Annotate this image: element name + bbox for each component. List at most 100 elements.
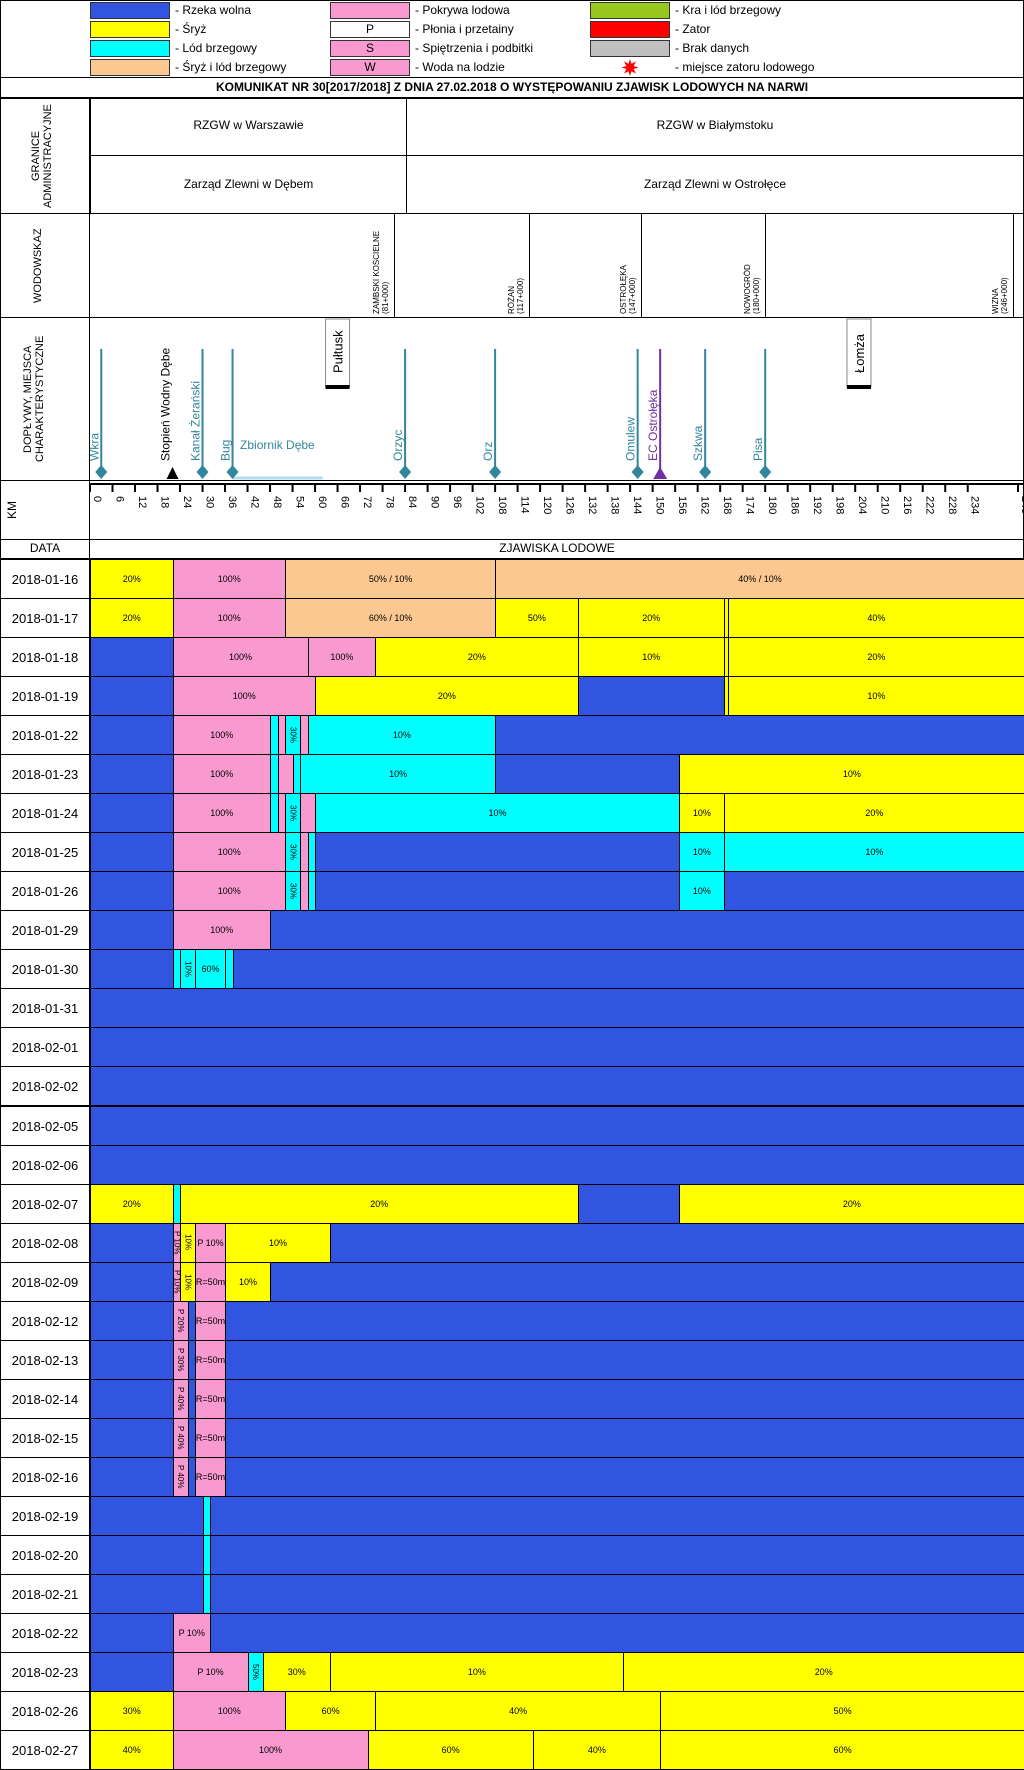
- ice-segment: [495, 754, 680, 794]
- ice-segment: P 40%: [173, 1418, 189, 1458]
- segment-label: 60%: [834, 1745, 852, 1755]
- ice-segment: 20%: [679, 1184, 1024, 1224]
- legend-swatch: [90, 40, 170, 57]
- segment-label: P 10%: [197, 1238, 223, 1248]
- km-tick-label: 204: [856, 496, 868, 514]
- tributary-label: Omulew: [624, 417, 638, 461]
- confluence-marker: [197, 465, 209, 479]
- row-date: 2018-02-22: [0, 1613, 90, 1653]
- km-tick-label: 162: [699, 496, 711, 514]
- ice-segment: 20%: [724, 793, 1024, 833]
- segment-label: R=50m: [196, 1433, 225, 1443]
- km-tick-label: 186: [789, 496, 801, 514]
- ice-segment: 40%: [375, 1691, 661, 1731]
- segment-label: 10%: [867, 691, 885, 701]
- gauge-label: WIZNA(246+000): [991, 222, 1009, 314]
- ice-segment: R=50m: [195, 1340, 226, 1380]
- row-date: 2018-01-29: [0, 910, 90, 950]
- segment-label: 40%: [123, 1745, 141, 1755]
- segment-label: R=50m: [196, 1316, 225, 1326]
- ice-segment: 10%: [180, 1223, 196, 1263]
- confluence-marker: [699, 465, 711, 479]
- ice-segment: R=50m: [195, 1379, 226, 1419]
- ice-segment: [90, 1613, 174, 1653]
- ice-segment: 100%: [173, 910, 272, 950]
- segment-label: 30%: [288, 1667, 306, 1677]
- ice-segment: [90, 988, 1024, 1028]
- ice-segment: 30%: [90, 1691, 174, 1731]
- ice-segment: [210, 1496, 1024, 1536]
- ice-segment: 60%: [660, 1730, 1024, 1770]
- tributary-label: Szkwa: [691, 425, 705, 461]
- km-tick-label: 54: [294, 496, 306, 508]
- segment-label: 100%: [210, 925, 233, 935]
- gauge-km: (81+000): [381, 282, 390, 314]
- legend-code: P: [330, 21, 410, 38]
- segment-label: 100%: [218, 1706, 241, 1716]
- ice-segment: 30%: [263, 1652, 332, 1692]
- ice-segment: 10%: [679, 871, 725, 911]
- km-tick-label: 84: [406, 496, 418, 508]
- ice-segment: 10%: [180, 1262, 196, 1302]
- ice-segment: 30%: [285, 715, 301, 755]
- gauge-line: [765, 213, 766, 318]
- segment-label: 60%: [442, 1745, 460, 1755]
- km-tick-label: 144: [631, 496, 643, 514]
- ice-segment: [90, 754, 174, 794]
- segment-label: 40% / 10%: [738, 574, 782, 584]
- km-tick-label: 108: [496, 496, 508, 514]
- segment-label: 20%: [642, 613, 660, 623]
- ice-segment: 20%: [728, 637, 1024, 677]
- ice-segment: 20%: [623, 1652, 1024, 1692]
- tributary-label: Orzyc: [391, 430, 405, 461]
- row-date: 2018-02-12: [0, 1301, 90, 1341]
- row-date: 2018-02-19: [0, 1496, 90, 1536]
- confluence-marker: [632, 465, 644, 479]
- segment-label: 10%: [642, 652, 660, 662]
- row-date: 2018-01-17: [0, 598, 90, 638]
- ice-segment: 100%: [173, 1691, 287, 1731]
- ice-segment: [90, 1379, 174, 1419]
- segment-label: 30%: [123, 1706, 141, 1716]
- ice-segment: [90, 1106, 1024, 1146]
- segment-label: 10%: [393, 730, 411, 740]
- ice-segment: [90, 1418, 174, 1458]
- zarzad-right: Zarząd Zlewni w Ostrołęce: [406, 177, 1024, 191]
- segment-label: 100%: [233, 691, 256, 701]
- gauge-name: NOWOGRÓD: [743, 264, 752, 314]
- km-tick-label: 0: [91, 496, 103, 502]
- ice-segment: 10%: [679, 832, 725, 872]
- ice-segment: 10%: [578, 637, 725, 677]
- segment-label: P 10%: [197, 1667, 223, 1677]
- segment-label: 20%: [123, 1199, 141, 1209]
- segment-label: 100%: [210, 730, 233, 740]
- km-tick-label: 66: [339, 496, 351, 508]
- km-tick-label: 24: [181, 496, 193, 508]
- segment-label: 10%: [843, 769, 861, 779]
- ice-segment: [210, 1535, 1024, 1575]
- ice-segment: 100%: [173, 676, 317, 716]
- ice-segment: [90, 793, 174, 833]
- segment-label: 20%: [867, 652, 885, 662]
- ice-segment: [90, 910, 174, 950]
- confluence-marker: [759, 465, 771, 479]
- ice-segment: R=50m: [195, 1457, 226, 1497]
- ice-segment: P 10%: [195, 1223, 226, 1263]
- gauge-km: (117+000): [516, 278, 525, 314]
- ice-segment: [225, 1301, 1024, 1341]
- ice-segment: [330, 1223, 1024, 1263]
- km-tick-label: 192: [811, 496, 823, 514]
- ice-segment: [315, 871, 680, 911]
- ice-segment: [225, 1340, 1024, 1380]
- km-tick-label: 42: [249, 496, 261, 508]
- town-label: Łomża: [852, 333, 867, 373]
- segment-label: 30%: [289, 727, 298, 743]
- segment-label: 50% / 10%: [369, 574, 413, 584]
- segment-label: 100%: [218, 574, 241, 584]
- ice-segment: [210, 1613, 1024, 1653]
- zarzad-left: Zarząd Zlewni w Dębem: [90, 177, 407, 191]
- segment-label: 40%: [867, 613, 885, 623]
- ice-segment: [90, 1496, 204, 1536]
- ice-segment: [90, 1223, 174, 1263]
